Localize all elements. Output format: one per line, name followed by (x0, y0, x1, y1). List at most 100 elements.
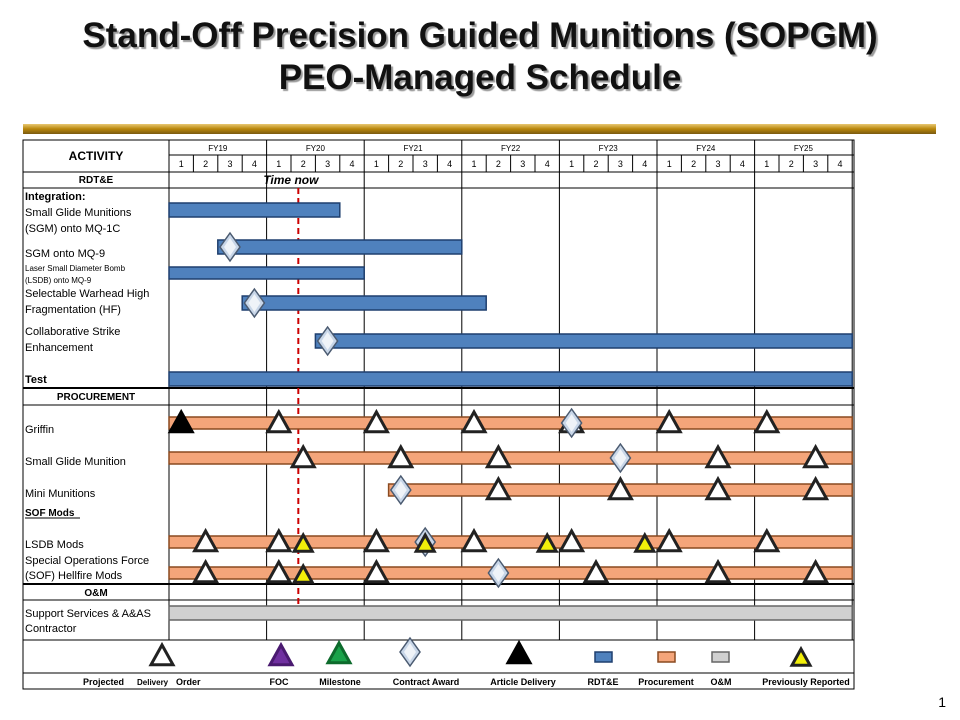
projected-delivery-order-marker (362, 527, 390, 553)
row-label: Griffin (25, 424, 54, 436)
projected-delivery-order-marker (655, 408, 683, 434)
row-label: Collaborative Strike (25, 326, 120, 338)
quarter-label: 2 (789, 159, 794, 169)
schedule-bar (168, 266, 365, 280)
row-label: Fragmentation (HF) (25, 304, 121, 316)
quarter-label: 2 (593, 159, 598, 169)
projected-delivery-order-marker (387, 443, 415, 469)
legend-contract-award-icon-highlight (404, 643, 416, 661)
projected-delivery-order-marker (192, 558, 220, 584)
article-delivery-marker (167, 408, 195, 434)
schedule-bar (168, 605, 853, 621)
legend-label: FOC (270, 677, 289, 687)
projected-delivery-order-marker (753, 408, 781, 434)
fy-label: FY24 (696, 144, 716, 153)
quarter-label: 3 (325, 159, 330, 169)
quarter-label: 4 (837, 159, 842, 169)
schedule-bar (168, 371, 853, 387)
quarter-label: 3 (715, 159, 720, 169)
quarter-label: 4 (642, 159, 647, 169)
row-label: Special Operations Force (25, 555, 149, 567)
row-label: (LSDB) onto MQ-9 (25, 276, 92, 285)
projected-delivery-order-marker (362, 558, 390, 584)
projected-delivery-order-marker (753, 527, 781, 553)
fy-label: FY20 (306, 144, 326, 153)
quarter-label: 2 (301, 159, 306, 169)
projected-delivery-order-marker (704, 443, 732, 469)
legend-label: Projected (83, 677, 124, 687)
row-label: Enhancement (25, 342, 93, 354)
projected-delivery-order-marker (802, 475, 830, 501)
projected-delivery-order-marker (460, 527, 488, 553)
legend-projected-delivery-order-icon (148, 641, 176, 667)
quarter-label: 4 (545, 159, 550, 169)
schedule-bar (168, 451, 853, 465)
quarter-label: 3 (520, 159, 525, 169)
schedule-bar (168, 566, 853, 580)
fy-label: FY21 (403, 144, 423, 153)
quarter-label: 1 (179, 159, 184, 169)
projected-delivery-order-marker (289, 443, 317, 469)
legend-label: Milestone (319, 677, 361, 687)
legend-article-delivery-icon (505, 639, 533, 665)
previously-reported-marker (633, 531, 657, 553)
projected-delivery-order-marker (606, 475, 634, 501)
row-label: Laser Small Diameter Bomb (25, 264, 126, 273)
projected-delivery-order-marker (558, 527, 586, 553)
previously-reported-marker (291, 562, 315, 584)
projected-delivery-order-marker (582, 558, 610, 584)
quarter-label: 2 (691, 159, 696, 169)
schedule-bar (241, 295, 487, 311)
row-label: Support Services & A&AS (25, 608, 151, 620)
schedule-bar (168, 535, 853, 549)
row-label: SGM onto MQ-9 (25, 248, 105, 260)
schedule-bar (168, 416, 853, 430)
contract-award-marker-highlight (565, 414, 578, 432)
title-line-2: PEO-Managed Schedule (278, 58, 682, 97)
section-om: O&M (84, 588, 107, 599)
legend-label: Procurement (638, 677, 694, 687)
title-line-1: Stand-Off Precision Guided Munitions (SO… (82, 16, 878, 55)
section-rdte: RDT&E (79, 175, 114, 186)
row-label: (SGM) onto MQ-1C (25, 223, 120, 235)
quarter-label: 1 (667, 159, 672, 169)
legend-label: Contract Award (393, 677, 460, 687)
section-sof-mods: SOF Mods (25, 508, 75, 519)
quarter-label: 4 (349, 159, 354, 169)
legend-procurement-icon (657, 651, 676, 663)
row-label: Small Glide Munitions (25, 207, 132, 219)
legend-label: Article Delivery (490, 677, 556, 687)
quarter-label: 1 (276, 159, 281, 169)
row-label: Contractor (25, 623, 77, 635)
projected-delivery-order-marker (362, 408, 390, 434)
quarter-label: 3 (813, 159, 818, 169)
projected-delivery-order-marker (655, 527, 683, 553)
quarter-label: 4 (447, 159, 452, 169)
quarter-label: 4 (740, 159, 745, 169)
quarter-label: 2 (496, 159, 501, 169)
fy-label: FY19 (208, 144, 228, 153)
legend-milestone-icon (325, 639, 353, 665)
projected-delivery-order-marker (460, 408, 488, 434)
legend-rdte-icon (594, 651, 613, 663)
quarter-label: 3 (227, 159, 232, 169)
contract-award-marker-highlight (321, 332, 334, 350)
table-frame (22, 139, 855, 690)
row-label: (SOF) Hellfire Mods (25, 570, 123, 582)
row-label: Small Glide Munition (25, 456, 126, 468)
projected-delivery-order-marker (802, 443, 830, 469)
projected-delivery-order-marker (192, 527, 220, 553)
legend-label: Previously Reported (762, 677, 850, 687)
legend-label: O&M (711, 677, 732, 687)
quarter-label: 2 (203, 159, 208, 169)
quarter-label: 2 (398, 159, 403, 169)
projected-delivery-order-marker (704, 558, 732, 584)
quarter-label: 1 (374, 159, 379, 169)
previously-reported-marker (535, 531, 559, 553)
quarter-label: 1 (764, 159, 769, 169)
section-procurement: PROCUREMENT (57, 392, 135, 403)
projected-delivery-order-marker (265, 408, 293, 434)
row-label: Integration: (25, 191, 86, 203)
quarter-label: 1 (569, 159, 574, 169)
